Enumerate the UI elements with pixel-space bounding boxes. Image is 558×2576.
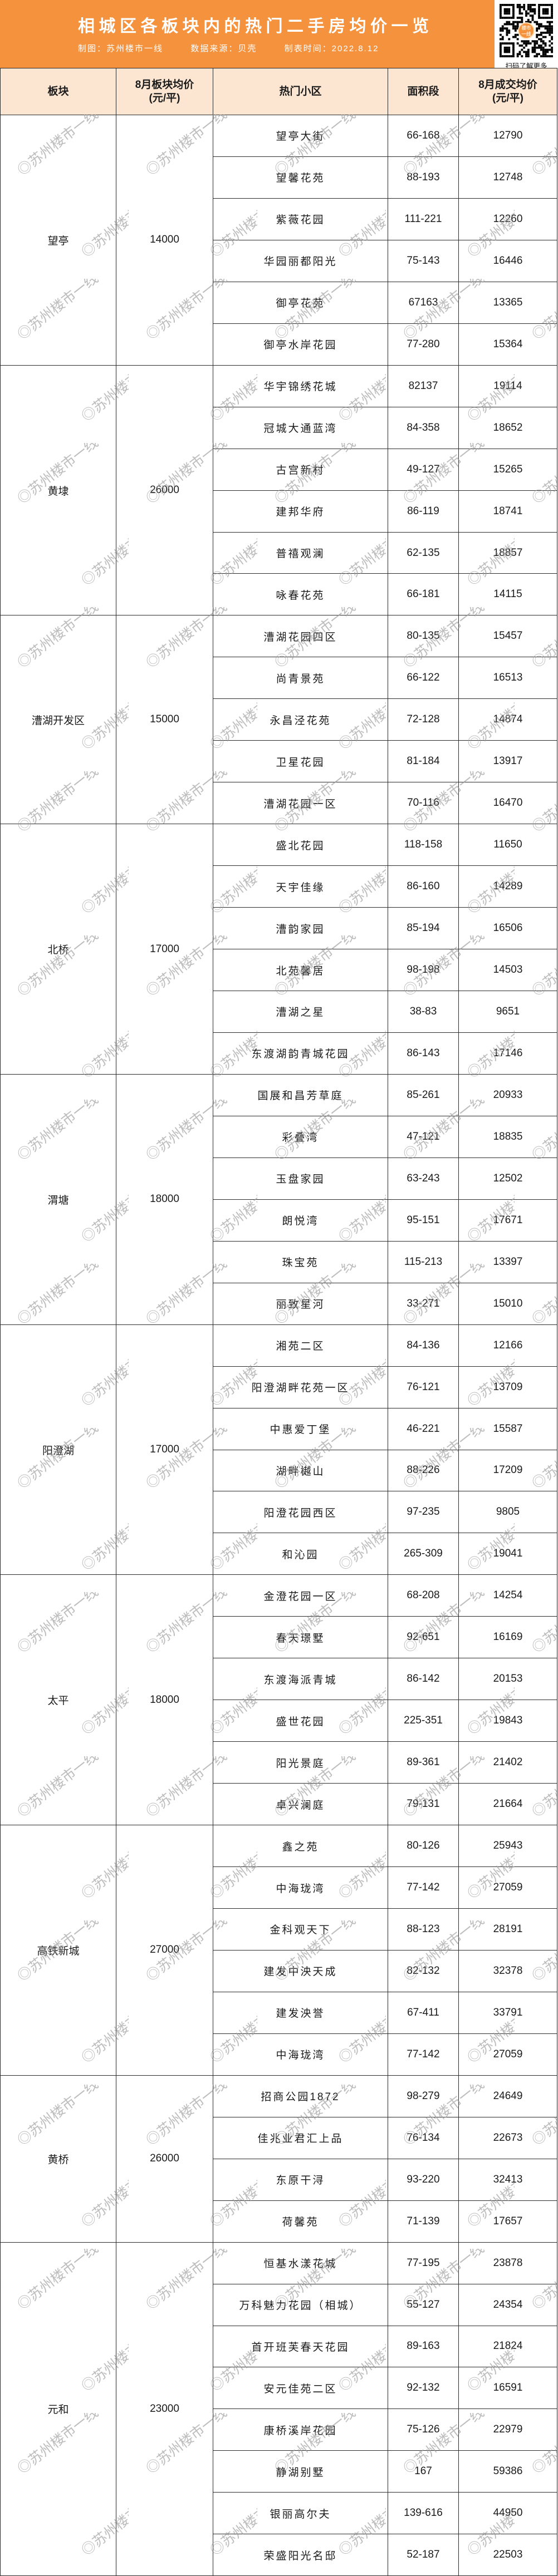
svg-text:楼市: 楼市 xyxy=(521,25,531,31)
svg-text:一线: 一线 xyxy=(521,31,531,37)
